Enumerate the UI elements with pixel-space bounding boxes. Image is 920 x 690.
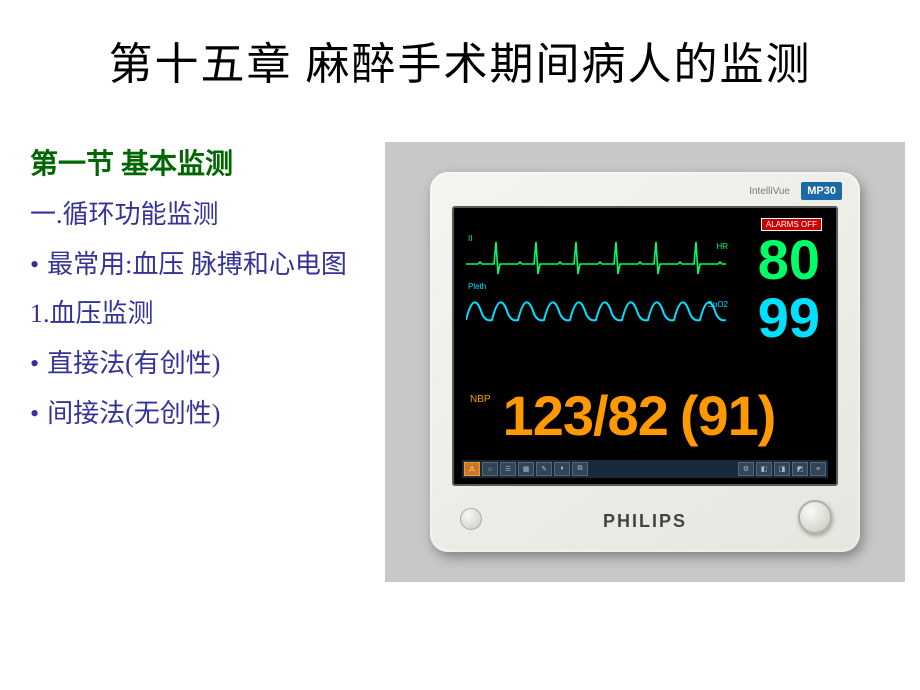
bullet-1: • 最常用:血压 脉搏和心电图 — [30, 246, 370, 284]
hr-label: HR — [716, 242, 728, 251]
toolbar-icon[interactable]: ◩ — [792, 462, 808, 476]
device-brand-label: PHILIPS — [430, 511, 860, 532]
spo2-value: 99 — [758, 290, 820, 346]
nbp-label: NBP — [470, 394, 491, 405]
nbp-row: NBP 123/82 (91) — [470, 388, 775, 444]
device-model-badge: MP30 — [801, 182, 842, 200]
patient-monitor-device: IntelliVue MP30 ALARMS OFF II — [430, 172, 860, 552]
toolbar-icon[interactable]: ⏸ — [554, 462, 570, 476]
waveform-area: II Pleth — [466, 234, 726, 330]
image-column: IntelliVue MP30 ALARMS OFF II — [370, 142, 920, 582]
toolbar-icon[interactable]: ⚙ — [738, 462, 754, 476]
bullet-marker: • — [30, 345, 39, 383]
toolbar-icon[interactable]: ⚠ — [464, 462, 480, 476]
toolbar-icon[interactable]: ◨ — [774, 462, 790, 476]
hr-value: 80 — [758, 232, 820, 288]
nbp-sys-dia: 123/82 — [503, 388, 668, 444]
screen-bottom-toolbar: ⚠⌂☰▦✎⏸⧉ ⚙◧◨◩≡ — [462, 460, 828, 478]
bullet-marker: • — [30, 246, 39, 284]
subheading-1: 一.循环功能监测 — [30, 196, 370, 234]
toolbar-icon[interactable]: ⌂ — [482, 462, 498, 476]
bullet-1-text: 最常用:血压 脉搏和心电图 — [47, 246, 370, 284]
pleth-waveform: Pleth — [466, 282, 726, 328]
pleth-label: Pleth — [468, 282, 486, 291]
toolbar-icon[interactable]: ≡ — [810, 462, 826, 476]
ecg-label: II — [468, 234, 472, 243]
toolbar-icon[interactable]: ⧉ — [572, 462, 588, 476]
device-series-label: IntelliVue — [749, 186, 790, 197]
toolbar-icon[interactable]: ☰ — [500, 462, 516, 476]
nbp-mean: (91) — [680, 388, 776, 444]
spo2-label: SpO2 — [708, 300, 728, 309]
toolbar-icon[interactable]: ▦ — [518, 462, 534, 476]
slide-title: 第十五章 麻醉手术期间病人的监测 — [0, 0, 920, 92]
bullet-2-text: 直接法(有创性) — [47, 345, 370, 383]
subheading-2: 1.血压监测 — [30, 295, 370, 333]
toolbar-icon[interactable]: ✎ — [536, 462, 552, 476]
section-heading: 第一节 基本监测 — [30, 142, 370, 182]
bullet-marker: • — [30, 395, 39, 433]
screen-content: ALARMS OFF II Pleth — [462, 216, 828, 456]
text-column: 第一节 基本监测 一.循环功能监测 • 最常用:血压 脉搏和心电图 1.血压监测… — [0, 142, 370, 582]
image-background: IntelliVue MP30 ALARMS OFF II — [385, 142, 905, 582]
content-row: 第一节 基本监测 一.循环功能监测 • 最常用:血压 脉搏和心电图 1.血压监测… — [0, 142, 920, 582]
bullet-3-text: 间接法(无创性) — [47, 395, 370, 433]
device-screen: ALARMS OFF II Pleth — [452, 206, 838, 486]
ecg-waveform: II — [466, 234, 726, 280]
toolbar-icon[interactable]: ◧ — [756, 462, 772, 476]
bullet-2: • 直接法(有创性) — [30, 345, 370, 383]
bullet-3: • 间接法(无创性) — [30, 395, 370, 433]
